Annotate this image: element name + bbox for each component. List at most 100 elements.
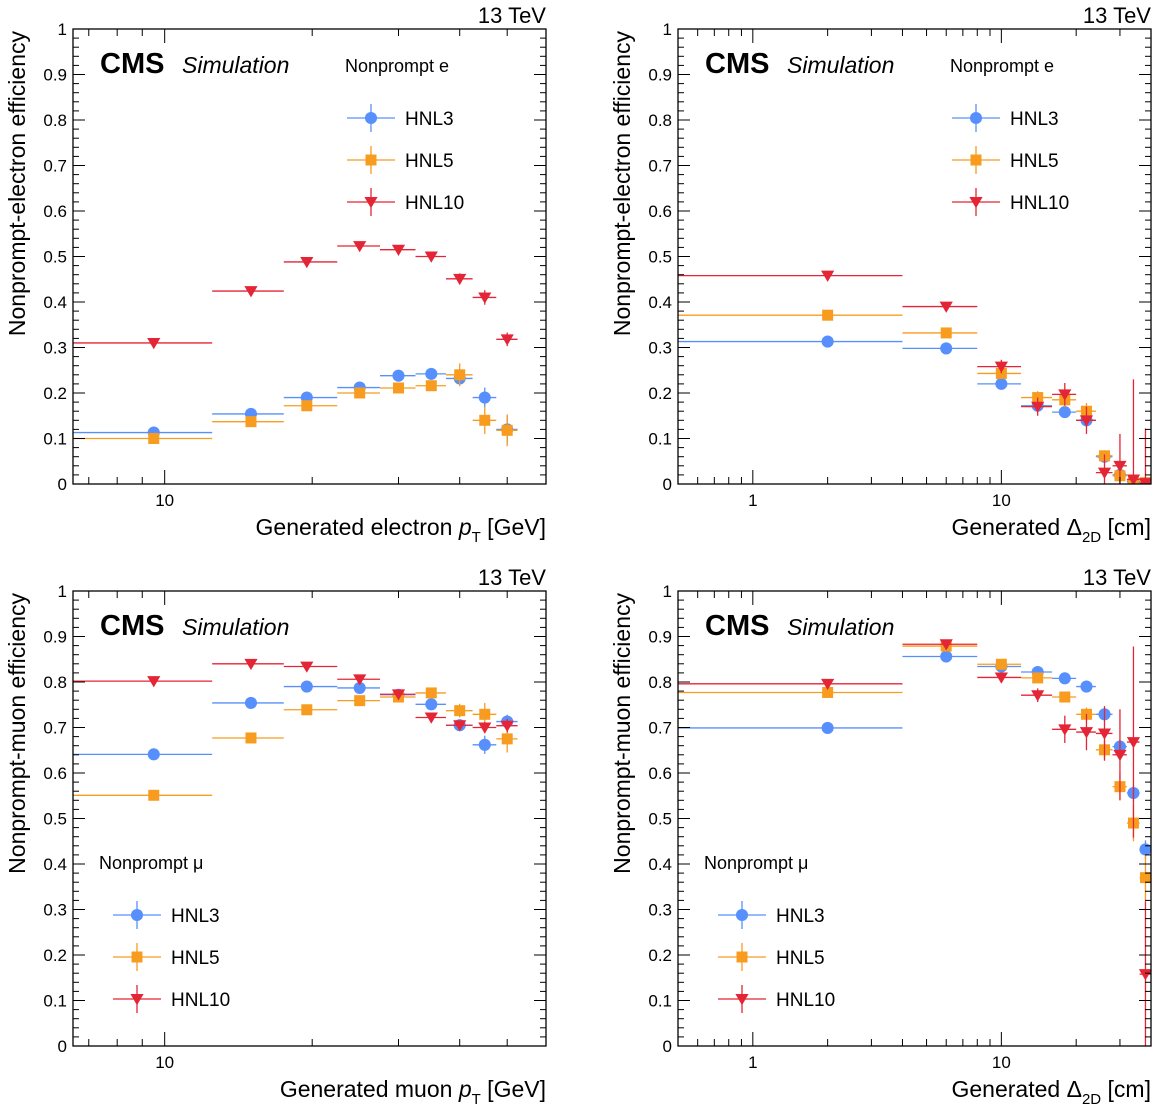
legend-entry-hnl5: HNL5: [347, 146, 454, 174]
plot-frame: [72, 28, 547, 485]
x-tick-label: 10: [992, 1053, 1011, 1072]
legend-label: HNL10: [1010, 193, 1069, 214]
data-point: [392, 382, 404, 394]
x-axis-label-symbol: Δ: [1067, 1076, 1082, 1102]
x-axis-label-text: Generated muon: [280, 1076, 453, 1102]
data-point: [353, 241, 367, 253]
experiment-label: CMS: [705, 48, 769, 80]
simulation-label: Simulation: [182, 614, 289, 640]
chart-panel-3: 0 0.1 0.2 0.3 0.4 0.5 0.6 0.7 0.8 0.9 1 10 13 TeV CMS…: [4, 565, 547, 1106]
y-tick-label: 0.9: [43, 66, 67, 85]
y-tick-label: 0.5: [43, 810, 67, 829]
legend: Nonprompt e HNL3 HNL5 HNL10: [345, 56, 464, 216]
x-axis-label-text: Generated: [952, 1076, 1061, 1102]
data-point: [969, 197, 983, 209]
data-point: [822, 309, 834, 321]
data-point: [424, 712, 438, 724]
y-tick-label: 0.7: [648, 719, 672, 738]
y-tick-label: 0.5: [43, 248, 67, 267]
legend-label: HNL5: [405, 151, 454, 172]
x-tick-label: 1: [748, 1053, 757, 1072]
data-point: [995, 377, 1008, 390]
data-point: [735, 908, 749, 922]
legend-entry-hnl3: HNL3: [347, 104, 454, 132]
y-tick-label: 0: [663, 1037, 672, 1056]
x-tick-label: 10: [155, 491, 174, 510]
y-tick-label: 0.8: [648, 111, 672, 130]
plot-frame: [677, 590, 1152, 1047]
data-point: [391, 244, 406, 256]
legend-label: HNL3: [776, 906, 825, 927]
y-tick-label: 0.4: [648, 855, 672, 874]
data-point: [244, 696, 258, 709]
y-tick-label: 0.7: [43, 157, 67, 176]
legend: Nonprompt e HNL3 HNL5 HNL10: [950, 56, 1069, 216]
simulation-label: Simulation: [787, 52, 894, 78]
x-tick-label: 1: [748, 491, 757, 510]
data-point: [1079, 727, 1094, 739]
data-point: [735, 994, 749, 1006]
data-point: [353, 674, 367, 686]
data-point: [147, 748, 160, 761]
series-hnl3: [678, 335, 1151, 484]
data-point: [1126, 474, 1141, 484]
series-hnl10: [73, 241, 518, 350]
y-axis-label: Nonprompt-muon efficiency: [609, 593, 635, 874]
y-tick-label: 0.6: [43, 764, 67, 783]
data-point: [1139, 872, 1151, 884]
x-axis-label-unit: [GeV]: [481, 514, 546, 540]
legend: Nonprompt μ HNL3 HNL5 HNL10: [99, 853, 230, 1013]
legend-label: HNL10: [171, 990, 230, 1011]
y-tick-label: 0.6: [648, 764, 672, 783]
legend-title: Nonprompt μ: [704, 853, 808, 873]
series-hnl5: [678, 309, 1151, 484]
plot-area: [73, 241, 518, 447]
data-point: [1059, 691, 1071, 703]
y-tick-label: 0.7: [648, 157, 672, 176]
y-tick-label: 0.2: [43, 946, 67, 965]
legend-title: Nonprompt μ: [99, 853, 203, 873]
y-tick-label: 0.5: [648, 810, 672, 829]
series-hnl3: [73, 680, 518, 761]
data-point: [364, 111, 378, 125]
data-point: [1031, 690, 1045, 702]
data-point: [365, 154, 377, 166]
plot-area: [678, 270, 1151, 484]
data-point: [1079, 415, 1094, 427]
data-point: [500, 334, 514, 346]
y-tick-label: 0.3: [43, 339, 67, 358]
y-tick-label: 0.6: [648, 202, 672, 221]
data-point: [300, 257, 314, 269]
legend-entry-hnl10: HNL10: [952, 188, 1069, 216]
x-axis-label-subscript: T: [472, 529, 481, 546]
data-point: [821, 721, 834, 735]
y-tick-label: 1: [663, 582, 672, 601]
y-tick-label: 0.8: [43, 673, 67, 692]
data-point: [1138, 478, 1151, 484]
y-tick-label: 0.9: [648, 628, 672, 647]
legend-entry-hnl3: HNL3: [952, 104, 1059, 132]
data-point: [454, 705, 466, 717]
y-tick-label: 0.8: [43, 111, 67, 130]
data-point: [453, 720, 467, 732]
series-hnl10: [73, 658, 518, 734]
data-point: [821, 335, 834, 348]
data-point: [244, 286, 258, 298]
data-point: [425, 367, 438, 380]
x-axis-label: Generated electron pT [GeV]: [256, 514, 546, 546]
legend-title: Nonprompt e: [345, 56, 449, 76]
legend-entry-hnl3: HNL3: [113, 901, 220, 929]
data-point: [353, 681, 366, 694]
y-tick-label: 0.9: [648, 66, 672, 85]
y-tick-label: 0.4: [43, 855, 67, 874]
x-axis-label-symbol: Δ: [1067, 514, 1082, 540]
series-hnl5: [73, 363, 518, 447]
y-tick-label: 0.1: [648, 430, 672, 449]
data-point: [994, 361, 1008, 373]
data-point: [1113, 460, 1127, 473]
data-point: [994, 672, 1008, 684]
data-point: [425, 698, 438, 711]
y-tick-label: 0.8: [648, 673, 672, 692]
legend-entry-hnl10: HNL10: [113, 985, 230, 1013]
data-point: [1058, 389, 1072, 401]
